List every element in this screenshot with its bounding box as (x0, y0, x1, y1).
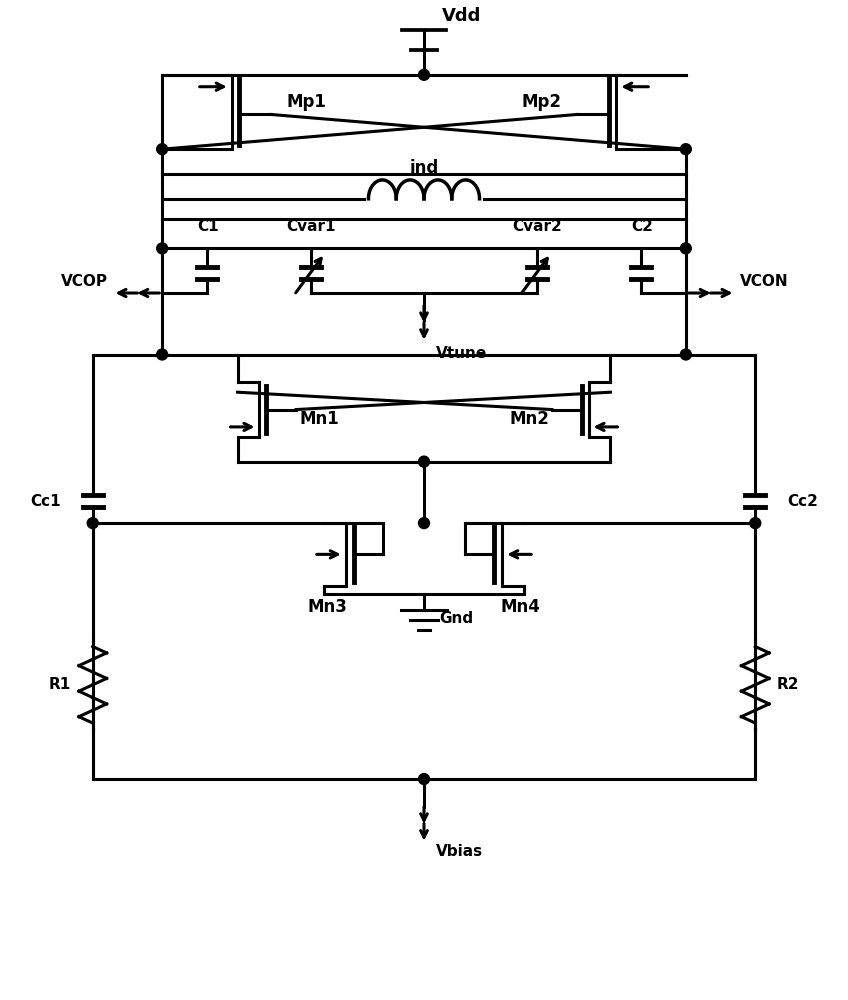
Circle shape (419, 774, 429, 784)
Text: VCOP: VCOP (60, 274, 108, 289)
Text: Cvar2: Cvar2 (512, 219, 562, 234)
Circle shape (680, 144, 691, 155)
Circle shape (419, 456, 429, 467)
Circle shape (680, 243, 691, 254)
Text: Mp1: Mp1 (286, 93, 326, 111)
Text: Mp2: Mp2 (522, 93, 562, 111)
Circle shape (419, 518, 429, 529)
Text: C1: C1 (197, 219, 219, 234)
Text: Vbias: Vbias (436, 844, 483, 859)
Circle shape (157, 349, 168, 360)
Circle shape (157, 144, 168, 155)
Text: Cvar1: Cvar1 (286, 219, 336, 234)
Circle shape (87, 518, 98, 529)
Text: Gnd: Gnd (439, 611, 473, 626)
Circle shape (680, 349, 691, 360)
Text: Cc1: Cc1 (31, 494, 61, 509)
Circle shape (750, 518, 761, 529)
Text: ind: ind (410, 159, 438, 177)
Text: VCON: VCON (740, 274, 789, 289)
Circle shape (419, 69, 429, 80)
Text: Cc2: Cc2 (787, 494, 817, 509)
Text: Mn2: Mn2 (509, 410, 549, 428)
Text: C2: C2 (631, 219, 653, 234)
Text: Vdd: Vdd (442, 7, 481, 25)
Circle shape (157, 243, 168, 254)
Text: Vtune: Vtune (436, 346, 487, 361)
Text: R1: R1 (48, 677, 71, 692)
Text: Mn1: Mn1 (299, 410, 339, 428)
Text: Mn4: Mn4 (500, 598, 540, 616)
Text: R2: R2 (777, 677, 800, 692)
Text: Mn3: Mn3 (308, 598, 348, 616)
